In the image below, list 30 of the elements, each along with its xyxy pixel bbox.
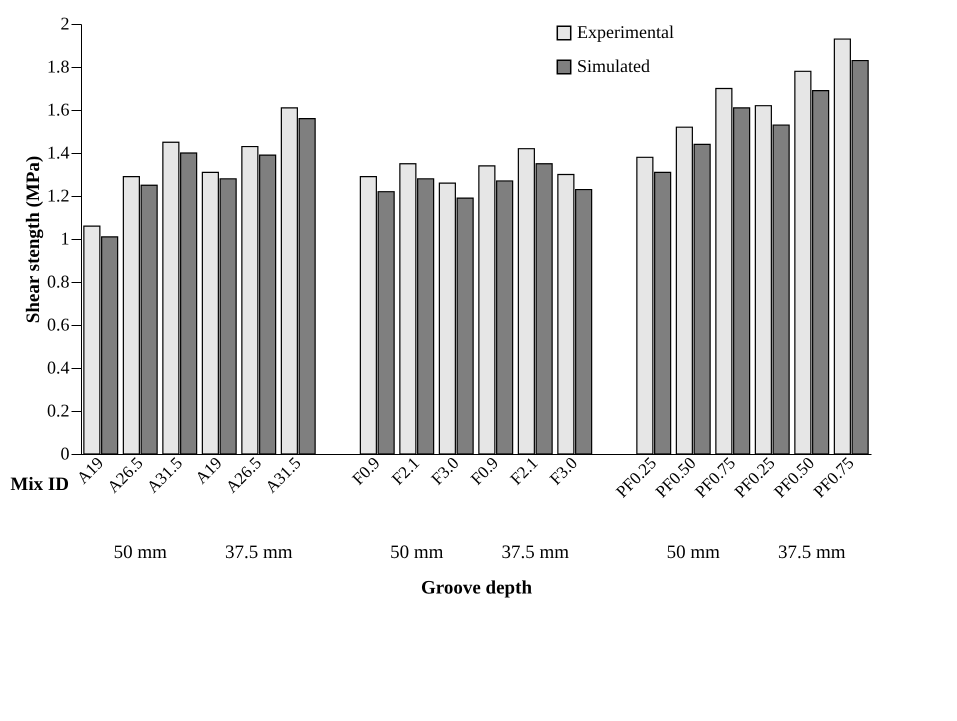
text: 37.5 mm <box>501 542 570 563</box>
legend-label: Experimental <box>577 22 674 42</box>
x-tick-label: F0.9 <box>348 453 384 489</box>
y-tick-label: 0 <box>60 444 70 464</box>
y-tick-label: 0.6 <box>47 314 70 334</box>
y-tick-label: 1 <box>60 228 70 248</box>
y-tick-label: 1.8 <box>47 56 70 76</box>
y-tick-label: 0.2 <box>47 400 70 420</box>
y-tick-label: 1.6 <box>47 100 70 120</box>
x-tick-label: A19 <box>72 453 108 488</box>
x-axis-title: Groove depth <box>420 578 532 599</box>
y-tick-label: 0.8 <box>47 272 70 292</box>
x-tick-label: F2.1 <box>388 453 424 489</box>
text: 37.5 mm <box>778 542 846 563</box>
x-tick-label: A19 <box>191 453 226 488</box>
legend-label: Simulated <box>577 56 650 76</box>
y-axis-title: Shear stength (MPa) <box>23 156 44 324</box>
text: 50 mm <box>390 542 444 563</box>
text: Mix ID <box>10 474 69 495</box>
x-tick-label: F0.9 <box>466 453 502 489</box>
y-tick-label: 0.4 <box>47 358 70 378</box>
x-tick-label: F3.0 <box>546 453 582 489</box>
y-tick-label: 1.2 <box>47 186 70 206</box>
y-tick-label: 2 <box>60 14 70 34</box>
text: 37.5 mm <box>224 542 293 563</box>
y-tick-label: 1.4 <box>47 142 70 162</box>
x-tick-label: F3.0 <box>427 453 463 489</box>
text: 50 mm <box>114 542 168 563</box>
x-tick-label: F2.1 <box>506 453 542 489</box>
text: 50 mm <box>666 542 720 563</box>
